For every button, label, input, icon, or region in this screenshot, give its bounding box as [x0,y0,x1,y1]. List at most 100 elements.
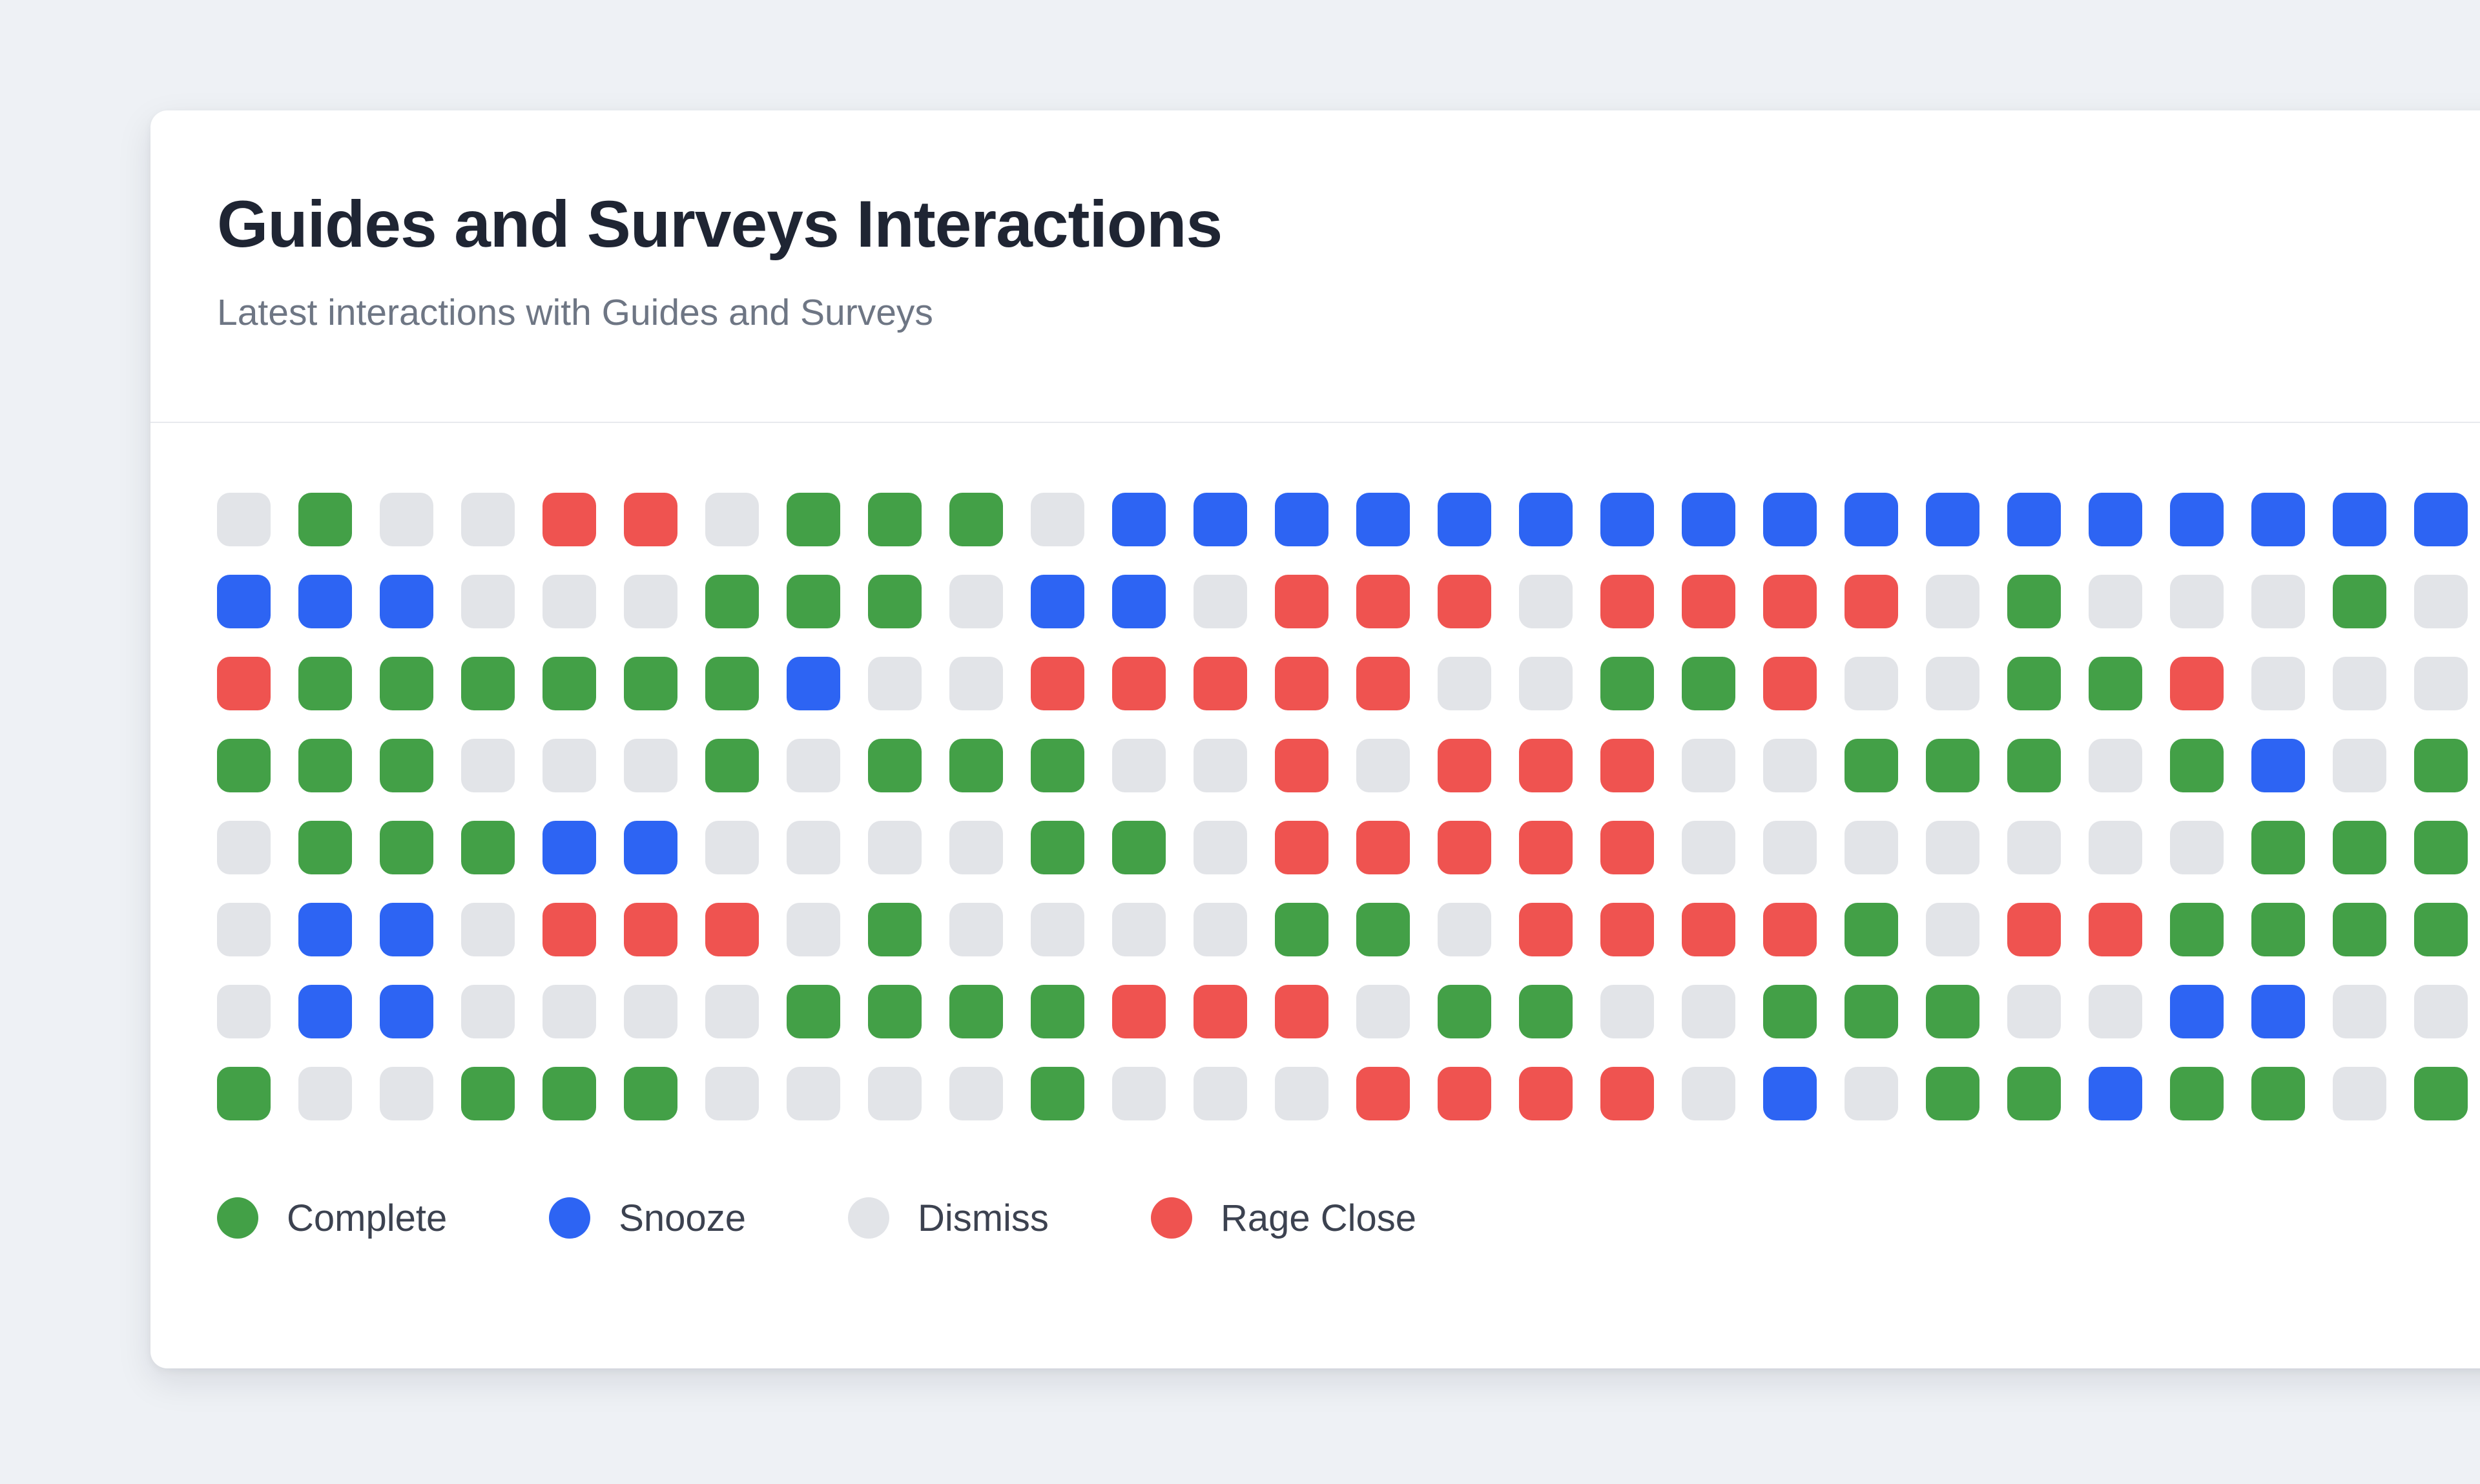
grid-cell-dismiss [1356,738,1410,792]
grid-cell-complete [705,656,759,710]
card-subtitle: Latest interactions with Guides and Surv… [217,292,933,334]
grid-cell-rage-close [1112,656,1166,710]
grid-cell-dismiss [2170,820,2224,874]
grid-cell-rage-close [1112,984,1166,1038]
grid-cell-complete [298,492,352,546]
grid-cell-dismiss [2007,820,2061,874]
grid-cell-snooze [1031,574,1084,628]
grid-cell-complete [461,1066,515,1120]
grid-cell-dismiss [217,492,271,546]
grid-cell-rage-close [1275,820,1328,874]
grid-cell-complete [2007,738,2061,792]
grid-cell-complete [2333,902,2386,956]
legend-label: Snooze [619,1197,746,1239]
grid-cell-rage-close [624,902,677,956]
grid-cell-snooze [1194,492,1247,546]
grid-cell-complete [2170,902,2224,956]
grid-cell-rage-close [1194,656,1247,710]
grid-cell-dismiss [705,820,759,874]
legend-dot-icon [549,1197,591,1239]
grid-cell-complete [2414,820,2468,874]
grid-cell-complete [1844,738,1898,792]
grid-cell-dismiss [787,1066,840,1120]
grid-cell-complete [705,574,759,628]
grid-cell-complete [1031,984,1084,1038]
grid-cell-snooze [298,574,352,628]
card-title: Guides and Surveys Interactions [217,187,1223,261]
grid-cell-snooze [2251,738,2305,792]
grid-cell-snooze [1926,492,1979,546]
grid-cell-rage-close [542,492,596,546]
grid-cell-dismiss [2333,738,2386,792]
legend-item-dismiss: Dismiss [847,1197,1049,1240]
grid-cell-dismiss [2007,984,2061,1038]
grid-cell-dismiss [2333,1066,2386,1120]
grid-cell-rage-close [1438,820,1491,874]
grid-cell-snooze [1844,492,1898,546]
grid-cell-snooze [1356,492,1410,546]
grid-cell-dismiss [380,1066,433,1120]
grid-cell-dismiss [787,902,840,956]
grid-cell-dismiss [1844,820,1898,874]
grid-cell-complete [1763,984,1817,1038]
legend-item-complete: Complete [217,1197,447,1240]
grid-cell-rage-close [1438,574,1491,628]
grid-cell-complete [217,738,271,792]
grid-cell-dismiss [1112,1066,1166,1120]
grid-cell-rage-close [1275,656,1328,710]
grid-cell-complete [1600,656,1654,710]
grid-cell-snooze [380,574,433,628]
grid-cell-snooze [380,984,433,1038]
grid-cell-complete [1356,902,1410,956]
legend-label: Rage Close [1220,1197,1416,1239]
grid-cell-rage-close [624,492,677,546]
grid-cell-snooze [217,574,271,628]
grid-cell-dismiss [624,574,677,628]
grid-cell-rage-close [1763,902,1817,956]
grid-cell-complete [1275,902,1328,956]
grid-cell-complete [949,492,1003,546]
grid-cell-complete [2414,902,2468,956]
grid-cell-dismiss [298,1066,352,1120]
grid-cell-snooze [1438,492,1491,546]
grid-cell-dismiss [2333,984,2386,1038]
grid-cell-rage-close [1682,902,1735,956]
grid-cell-snooze [298,984,352,1038]
grid-cell-dismiss [461,574,515,628]
grid-cell-snooze [2251,984,2305,1038]
grid-cell-dismiss [217,984,271,1038]
legend-label: Dismiss [917,1197,1049,1239]
grid-cell-dismiss [542,738,596,792]
grid-cell-rage-close [2007,902,2061,956]
grid-cell-dismiss [1682,820,1735,874]
grid-cell-complete [787,984,840,1038]
grid-cell-snooze [2333,492,2386,546]
grid-cell-rage-close [1356,656,1410,710]
grid-cell-rage-close [1275,574,1328,628]
grid-cell-dismiss [624,984,677,1038]
grid-cell-snooze [1275,492,1328,546]
grid-cell-complete [2170,1066,2224,1120]
grid-cell-dismiss [2089,574,2142,628]
grid-cell-dismiss [461,984,515,1038]
grid-cell-dismiss [949,656,1003,710]
grid-cell-snooze [298,902,352,956]
grid-cell-dismiss [1356,984,1410,1038]
grid-cell-dismiss [624,738,677,792]
grid-cell-complete [461,656,515,710]
grid-cell-dismiss [1519,656,1573,710]
grid-cell-dismiss [1438,656,1491,710]
grid-cell-rage-close [1519,1066,1573,1120]
grid-cell-dismiss [1682,738,1735,792]
grid-cell-dismiss [1112,738,1166,792]
grid-cell-dismiss [1682,1066,1735,1120]
grid-cell-rage-close [1763,574,1817,628]
grid-cell-rage-close [2170,656,2224,710]
grid-cell-snooze [2251,492,2305,546]
grid-cell-dismiss [787,820,840,874]
grid-cell-rage-close [1600,574,1654,628]
grid-cell-complete [1112,820,1166,874]
grid-cell-complete [1682,656,1735,710]
grid-cell-rage-close [1600,902,1654,956]
grid-cell-rage-close [1031,656,1084,710]
